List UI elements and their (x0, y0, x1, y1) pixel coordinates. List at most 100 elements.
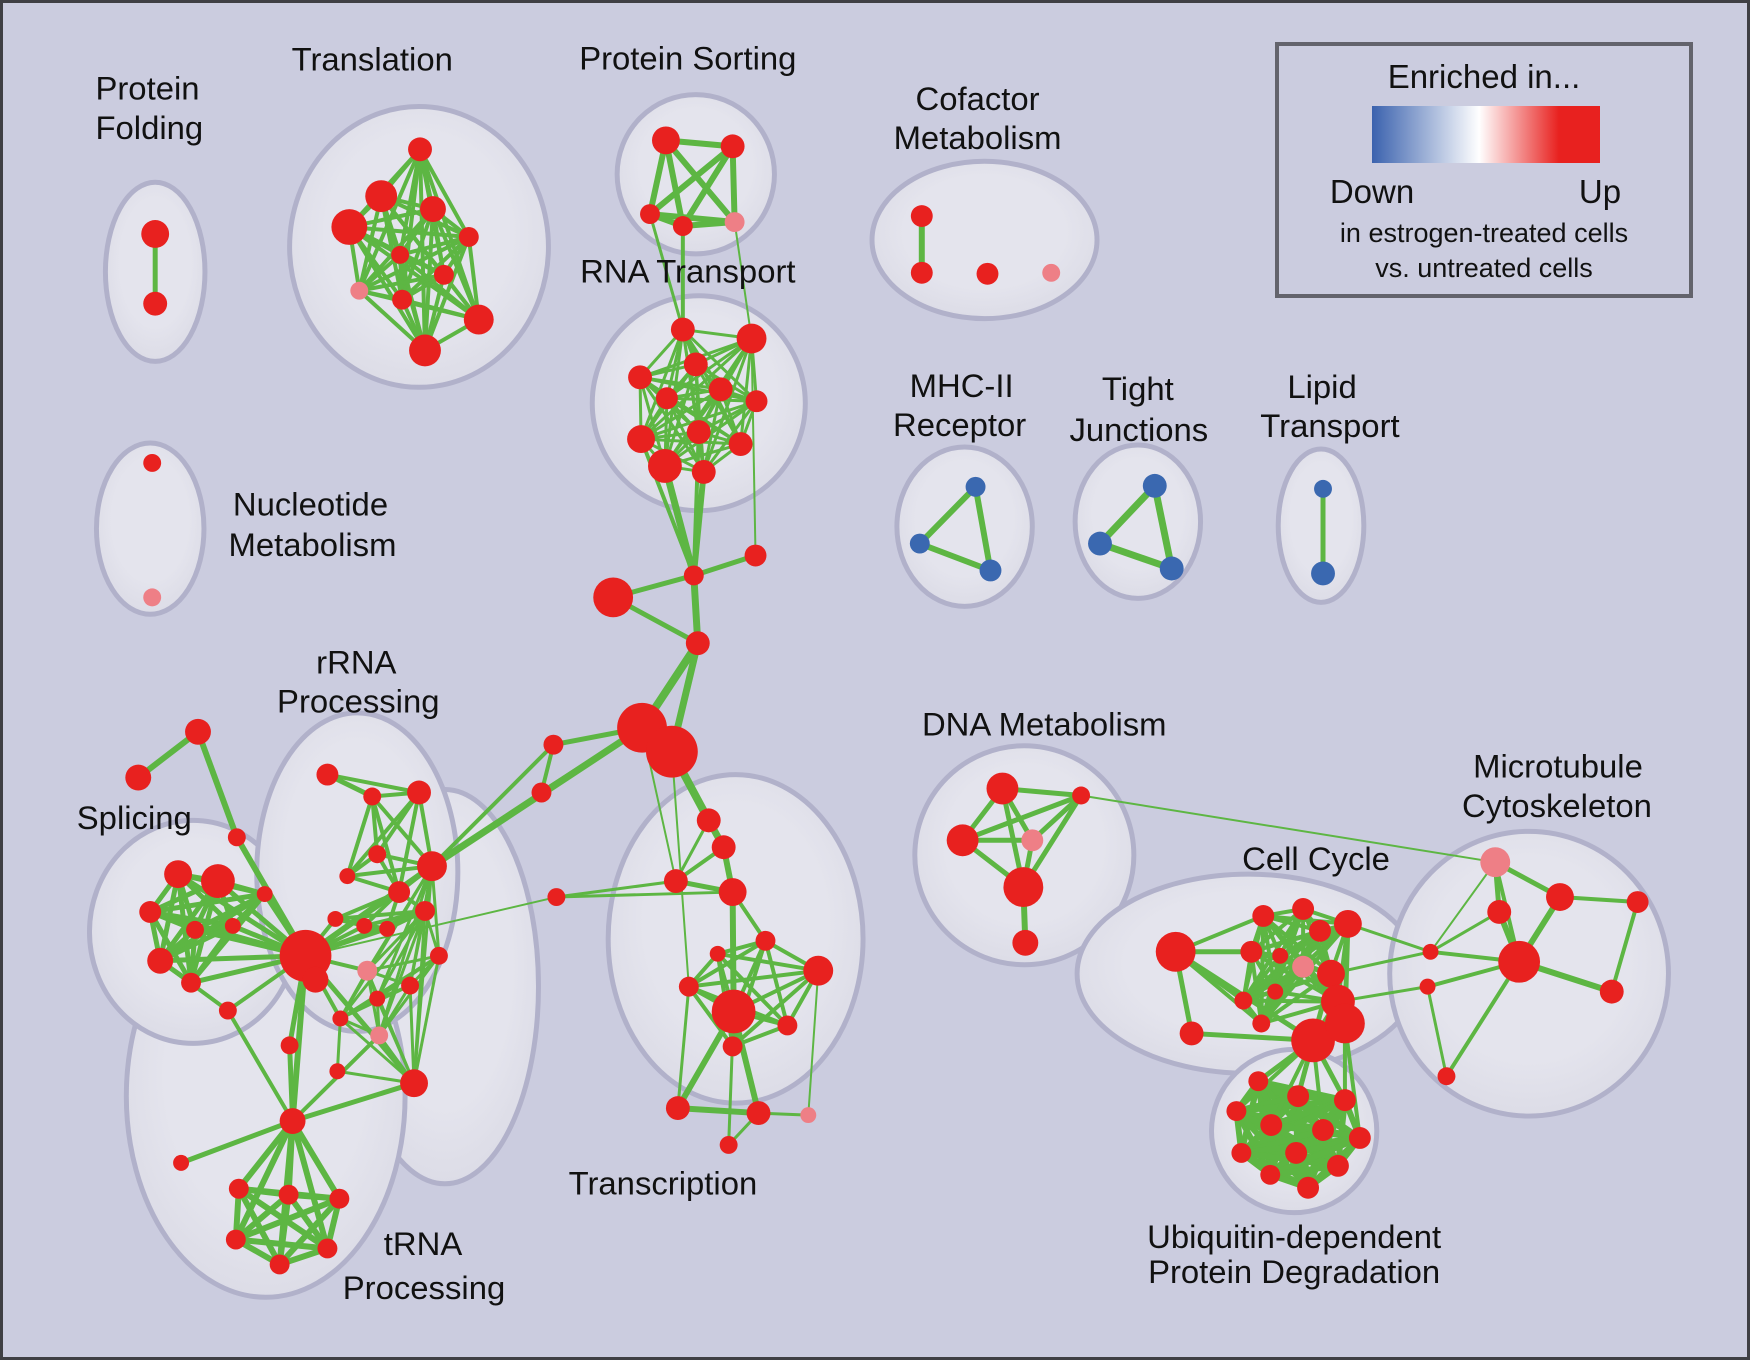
gene-set-node-cc12 (1252, 1014, 1271, 1033)
gene-set-node-cc9 (1234, 991, 1253, 1010)
similarity-edge (325, 772, 422, 795)
gene-set-node-ch4 (685, 631, 710, 656)
cluster-label-lipid-2: Transport (1260, 407, 1399, 444)
similarity-edge (289, 1118, 331, 1252)
similarity-edge (638, 375, 759, 403)
gene-set-node-cc6 (1272, 947, 1289, 964)
gene-set-node-sp3 (139, 901, 162, 923)
cluster-label-nucleotide-2: Metabolism (229, 526, 397, 563)
similarity-edge (276, 1195, 343, 1268)
similarity-edge (916, 483, 979, 547)
similarity-edge (1267, 1162, 1341, 1178)
similarity-edge (235, 1118, 296, 1192)
gene-set-node-rt7 (745, 390, 768, 413)
gene-set-node-dm1 (986, 772, 1019, 805)
legend-endpoint-labels: Down Up (1330, 173, 1621, 213)
gene-set-node-rr1 (316, 763, 339, 786)
similarity-edge (739, 337, 754, 446)
cluster-label-splicing: Splicing (77, 799, 192, 836)
gene-set-node-sp2 (200, 864, 235, 899)
legend-down-label: Down (1329, 173, 1415, 210)
similarity-edge (554, 890, 735, 899)
gene-set-node-ub6 (1312, 1119, 1334, 1141)
gene-set-node-rr4 (368, 845, 387, 864)
similarity-edge (686, 984, 735, 1049)
similarity-edge (157, 923, 236, 964)
gene-set-node-ub2 (1287, 1085, 1310, 1108)
similarity-edge (686, 968, 821, 989)
gene-set-node-sp8 (181, 972, 201, 993)
similarity-edge (1029, 792, 1084, 843)
legend-up-label: Up (1578, 173, 1622, 210)
gene-set-node-rr7 (388, 881, 411, 904)
similarity-edge (663, 399, 759, 468)
similarity-edge (1329, 950, 1433, 976)
gene-set-node-tj2 (1088, 531, 1112, 556)
similarity-edge (1096, 482, 1159, 548)
similarity-edge (763, 938, 790, 1028)
gene-set-node-cc8 (1317, 959, 1345, 988)
gene-set-node-tx6 (709, 945, 726, 962)
gene-set-node-cm4 (1042, 263, 1061, 282)
gene-set-node-sp5 (256, 886, 273, 903)
similarity-edge (674, 1105, 762, 1117)
gene-set-node-sp9 (218, 1001, 237, 1020)
gene-set-node-rr10 (379, 920, 396, 937)
similarity-edge (1346, 922, 1433, 954)
similarity-edge (665, 396, 743, 446)
similarity-edge (147, 909, 194, 986)
gene-set-node-cm3 (976, 262, 999, 285)
cluster-label-rna-transport: RNA Transport (580, 252, 795, 289)
cluster-label-protein-sorting: Protein Sorting (579, 39, 796, 76)
gene-set-node-ub7 (1231, 1142, 1252, 1163)
similarity-edge (430, 864, 441, 958)
legend-box: Enriched in... Down Up in estrogen-treat… (1275, 42, 1693, 298)
gene-set-node-rt3 (683, 352, 708, 377)
similarity-edge (661, 462, 698, 579)
gene-set-node-rr14 (401, 976, 420, 995)
gene-set-node-rr20 (280, 1036, 299, 1055)
similarity-edge (1444, 959, 1522, 1079)
gene-set-node-mt6 (1626, 891, 1649, 913)
cluster-label-trna-1: tRNA (384, 1225, 463, 1262)
gene-set-node-ch7 (543, 734, 564, 755)
gene-set-node-cm2 (910, 261, 933, 284)
gene-set-node-rt1 (670, 317, 695, 342)
gene-set-node-tn4 (225, 1229, 246, 1250)
cluster-label-lipid-1: Lipid (1287, 368, 1356, 405)
gene-set-node-rt9 (627, 425, 655, 454)
similarity-edge (665, 396, 759, 403)
gene-set-node-rr6 (417, 851, 447, 882)
gene-set-node-ps1 (651, 126, 680, 155)
similarity-edge (960, 792, 1084, 843)
similarity-edge (681, 328, 759, 403)
gene-set-node-tx13 (746, 1101, 771, 1126)
similarity-edge (188, 923, 236, 986)
similarity-edge (400, 234, 471, 302)
similarity-edge (157, 891, 268, 964)
gene-set-node-tx1 (696, 808, 721, 833)
similarity-edge (662, 137, 738, 226)
legend-caption-line2: vs. untreated cells (1375, 253, 1593, 283)
gene-set-node-mt2 (1546, 883, 1574, 911)
gene-set-node-mt7 (1437, 1067, 1456, 1086)
similarity-edge (397, 790, 422, 895)
gene-set-node-pf2 (143, 291, 168, 316)
gene-set-node-tx14 (800, 1107, 817, 1124)
gene-set-node-tx8 (803, 955, 834, 986)
similarity-edge (338, 909, 427, 1020)
similarity-edge (289, 1118, 343, 1202)
similarity-edge (554, 879, 678, 899)
cluster-label-ubiquitin-1: Ubiquitin-dependent (1147, 1218, 1441, 1255)
gene-set-node-cm1 (910, 205, 933, 228)
similarity-edge (430, 791, 543, 868)
gene-set-node-mh1 (965, 476, 986, 497)
gene-set-node-ch8 (531, 782, 552, 803)
gene-set-node-sp4 (186, 920, 204, 939)
similarity-edge (691, 430, 701, 578)
gene-set-node-cc5 (1240, 940, 1263, 963)
gene-set-node-mt1 (1480, 847, 1511, 878)
similarity-edge (733, 221, 753, 340)
gene-set-node-sp6 (224, 917, 241, 934)
similarity-edge (1241, 964, 1306, 1003)
